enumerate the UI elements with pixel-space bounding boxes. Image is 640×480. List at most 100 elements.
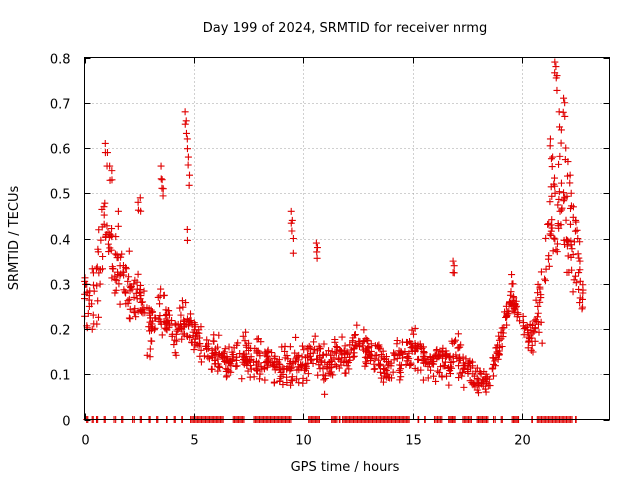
data-point [148, 308, 156, 316]
data-point [176, 304, 184, 312]
data-point [124, 299, 132, 307]
data-point [360, 326, 368, 334]
data-point [427, 366, 435, 374]
data-point [157, 162, 165, 170]
data-point [310, 338, 318, 346]
data-point [569, 288, 577, 296]
data-point [327, 357, 335, 365]
data-point [162, 325, 170, 333]
data-point [84, 309, 92, 317]
data-point [565, 268, 573, 276]
data-point [446, 367, 454, 375]
data-point [307, 344, 315, 352]
data-point [215, 331, 223, 339]
data-point [111, 275, 119, 283]
x-tick-label: 5 [190, 434, 198, 449]
data-point [389, 368, 397, 376]
data-point [197, 346, 205, 354]
data-point [289, 235, 297, 242]
data-point [509, 307, 517, 315]
data-point [564, 158, 572, 166]
data-point [320, 340, 328, 348]
data-point [576, 257, 584, 265]
data-point [335, 364, 343, 372]
data-point [572, 272, 580, 280]
data-point [120, 286, 128, 294]
data-point [214, 355, 222, 363]
data-point [545, 220, 553, 228]
data-point [393, 355, 401, 363]
data-point [559, 108, 567, 116]
data-point [245, 339, 253, 347]
data-point [132, 313, 140, 321]
data-point [545, 252, 553, 260]
data-point [544, 220, 552, 228]
data-point [247, 355, 255, 363]
data-point [126, 305, 134, 313]
data-point [312, 239, 320, 247]
data-point [371, 365, 379, 373]
data-point [97, 236, 105, 244]
data-point [288, 377, 296, 385]
data-point [95, 269, 103, 277]
data-point [270, 361, 278, 369]
data-point [323, 363, 331, 371]
data-point [397, 365, 405, 373]
data-point [187, 310, 195, 318]
data-point [376, 345, 384, 353]
data-point [108, 176, 116, 184]
data-point [179, 303, 187, 311]
data-point [554, 201, 562, 209]
data-point [108, 274, 116, 282]
data-point [98, 265, 106, 273]
data-point [100, 211, 108, 219]
data-point [376, 360, 384, 368]
data-point [411, 324, 419, 332]
data-point [242, 328, 250, 336]
data-point [449, 339, 457, 347]
data-point [382, 366, 390, 374]
data-point [494, 341, 502, 349]
data-point [556, 152, 564, 160]
data-point [376, 368, 384, 376]
data-point [234, 339, 242, 347]
data-point [430, 372, 438, 380]
data-point [223, 372, 231, 380]
data-point [508, 271, 516, 279]
data-point [321, 375, 329, 383]
data-point [157, 175, 165, 183]
data-point [295, 379, 303, 387]
data-point [462, 355, 470, 363]
data-point [571, 227, 579, 235]
data-point [420, 348, 428, 356]
data-point [172, 330, 180, 338]
data-point [281, 347, 289, 355]
data-point [182, 299, 190, 307]
data-point [575, 285, 583, 293]
data-point [114, 222, 122, 230]
data-point [319, 364, 327, 372]
data-point [557, 139, 565, 147]
data-point [455, 354, 463, 362]
data-point [417, 366, 425, 374]
data-point [325, 369, 333, 377]
data-point [528, 341, 536, 349]
data-point [489, 354, 497, 362]
data-point [269, 362, 277, 370]
data-point [408, 326, 416, 334]
data-point [432, 377, 440, 385]
data-point [561, 99, 569, 107]
data-point [459, 365, 467, 373]
data-point [276, 377, 284, 385]
data-point [495, 336, 503, 344]
data-point [574, 250, 582, 258]
data-point [345, 365, 353, 373]
data-point [148, 320, 156, 328]
y-tick-label: 0.1 [50, 369, 71, 384]
data-point [313, 355, 321, 363]
data-point [551, 189, 559, 197]
data-point [532, 316, 540, 324]
plot-frame [84, 57, 610, 420]
data-point [449, 257, 457, 265]
data-point [455, 362, 463, 370]
